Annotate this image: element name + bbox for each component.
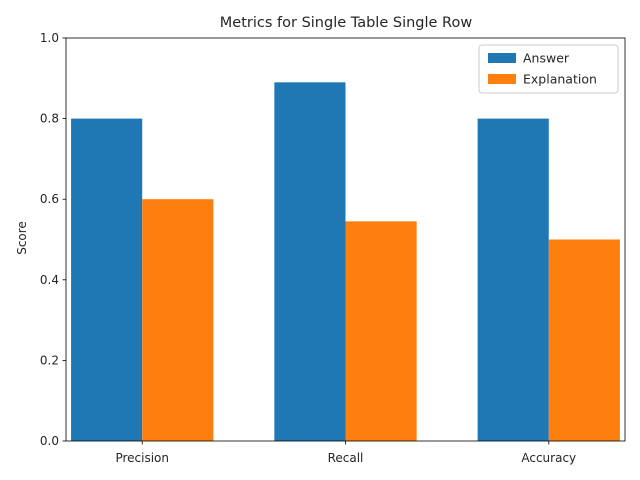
bar-explanation-accuracy xyxy=(548,239,620,441)
legend-label-explanation: Explanation xyxy=(523,72,597,87)
bar-explanation-precision xyxy=(142,199,214,441)
ticks-group: 0.0 0.2 0.4 0.6 0.8 1.0 Precision Recall Accurac… xyxy=(40,31,576,465)
y-axis-label: Score xyxy=(15,221,29,255)
bar-answer-recall xyxy=(274,82,346,441)
x-tick-label: Precision xyxy=(115,451,169,465)
legend: Answer Explanation xyxy=(478,44,619,94)
x-tick-label: Accuracy xyxy=(521,451,576,465)
x-tick-label: Recall xyxy=(328,451,364,465)
bar-answer-precision xyxy=(71,118,143,441)
chart-title: Metrics for Single Table Single Row xyxy=(220,15,473,31)
y-tick-label: 0.8 xyxy=(40,112,59,126)
y-tick-label: 0.6 xyxy=(40,192,59,206)
y-tick-label: 0.4 xyxy=(40,273,59,287)
bars-group xyxy=(71,82,620,441)
legend-swatch-answer xyxy=(488,53,516,63)
y-tick-label: 0.2 xyxy=(40,353,59,367)
bar-explanation-recall xyxy=(345,221,417,441)
legend-swatch-explanation xyxy=(488,74,516,84)
bar-answer-accuracy xyxy=(477,118,549,441)
legend-label-answer: Answer xyxy=(523,51,570,66)
y-tick-label: 1.0 xyxy=(40,31,59,45)
y-tick-label: 0.0 xyxy=(40,434,59,448)
